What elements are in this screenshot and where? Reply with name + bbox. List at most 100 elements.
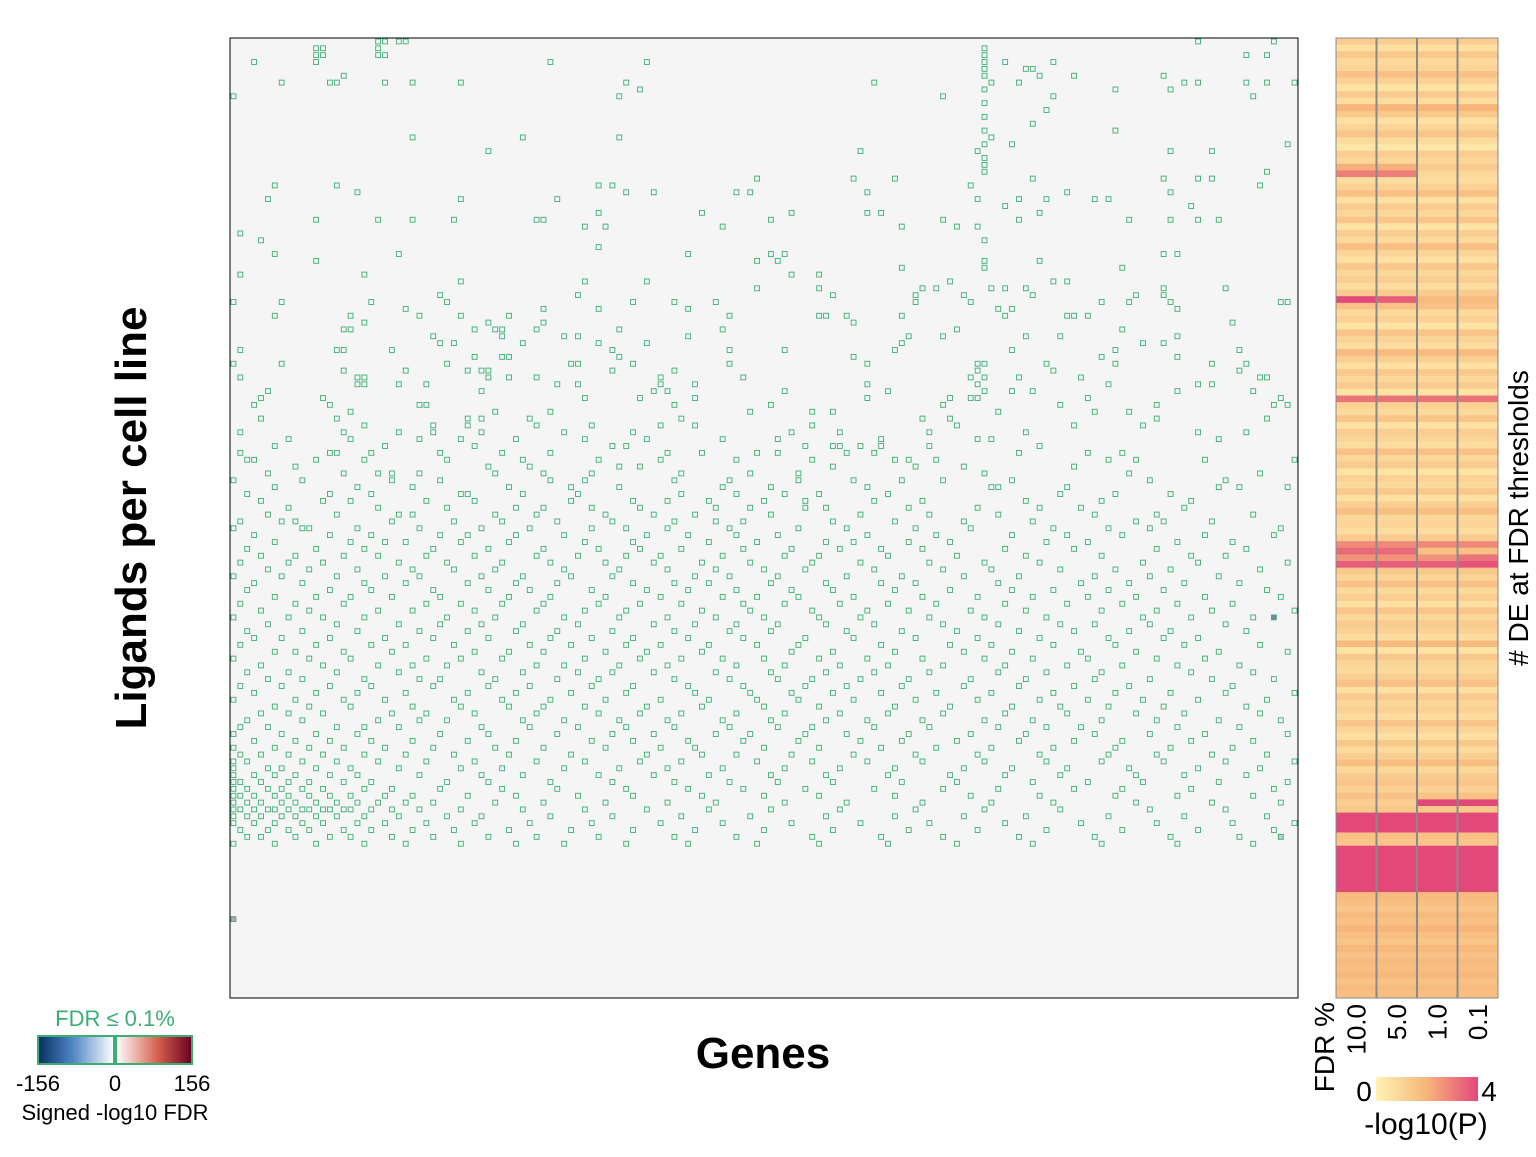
significant-cell xyxy=(1098,552,1105,559)
significant-cell xyxy=(609,182,616,189)
fdr-threshold-cell xyxy=(1417,508,1458,516)
significant-cell xyxy=(389,470,395,477)
significant-cell xyxy=(1029,65,1036,72)
significant-cell xyxy=(1098,607,1105,614)
significant-cell xyxy=(823,813,829,820)
significant-cell xyxy=(940,833,947,840)
significant-cell xyxy=(1174,333,1181,340)
significant-cell xyxy=(485,635,492,641)
fdr-threshold-cell xyxy=(1417,249,1458,257)
significant-cell xyxy=(1257,470,1264,477)
significant-cell xyxy=(237,449,244,456)
significant-cell xyxy=(1195,216,1201,223)
significant-cell xyxy=(271,539,278,545)
significant-cell xyxy=(699,792,705,799)
significant-cell xyxy=(1243,772,1250,779)
significant-cell xyxy=(382,79,388,86)
significant-cell xyxy=(1264,813,1270,820)
significant-cell xyxy=(947,278,953,285)
significant-cell xyxy=(416,470,423,477)
significant-cell xyxy=(1284,559,1291,566)
significant-cell xyxy=(974,827,981,833)
significant-cell xyxy=(761,655,767,662)
fdr-threshold-cell xyxy=(1376,210,1418,218)
fdr-threshold-cell xyxy=(1376,706,1418,714)
significant-cell xyxy=(1036,635,1043,641)
significant-cell xyxy=(816,285,823,292)
significant-cell xyxy=(402,641,409,648)
significant-cell xyxy=(1105,813,1112,820)
significant-cell xyxy=(733,833,740,840)
significant-cell xyxy=(960,463,967,470)
fdr-threshold-cell xyxy=(1376,633,1418,641)
fdr-threshold-cell xyxy=(1417,799,1458,807)
significant-cell xyxy=(1084,779,1091,785)
significant-cell xyxy=(306,607,313,614)
significant-cell xyxy=(409,134,416,141)
significant-cell xyxy=(333,621,340,628)
significant-cell xyxy=(409,827,416,833)
fdr-threshold-cell xyxy=(1376,157,1418,165)
significant-cell xyxy=(1160,587,1167,593)
fdr-threshold-cell xyxy=(1457,256,1499,264)
fdr-threshold-cell xyxy=(1376,256,1418,264)
significant-cell xyxy=(444,813,450,820)
significant-cell xyxy=(1188,669,1195,676)
significant-cell xyxy=(1167,299,1174,305)
fdr-threshold-cell xyxy=(1376,329,1418,337)
significant-cell xyxy=(506,539,512,545)
significant-cell xyxy=(554,580,561,587)
significant-cell xyxy=(333,758,340,765)
significant-cell xyxy=(237,600,244,607)
significant-cell xyxy=(816,271,823,278)
significant-cell xyxy=(678,545,685,552)
fdr-threshold-cell xyxy=(1417,541,1458,549)
significant-cell xyxy=(1022,285,1029,292)
significant-cell xyxy=(237,724,244,731)
significant-cell xyxy=(912,580,919,587)
fdr-threshold-cell xyxy=(1376,514,1418,522)
significant-cell xyxy=(265,765,271,772)
significant-cell xyxy=(878,833,885,840)
significant-cell xyxy=(843,312,850,319)
fdr-threshold-cell xyxy=(1417,872,1458,880)
fdr-threshold-cell xyxy=(1457,177,1499,185)
significant-cell xyxy=(768,251,774,257)
significant-cell xyxy=(306,792,313,799)
significant-cell xyxy=(933,689,940,696)
significant-cell xyxy=(1009,648,1015,655)
significant-cell xyxy=(271,806,278,813)
fdr-threshold-cell xyxy=(1417,316,1458,324)
fdr-threshold-cell xyxy=(1376,84,1418,92)
significant-cell xyxy=(1119,737,1126,744)
significant-cell xyxy=(712,299,719,305)
significant-cell xyxy=(1174,600,1181,607)
significant-cell xyxy=(320,751,326,758)
fdr-threshold-cell xyxy=(1376,243,1418,251)
significant-cell xyxy=(754,175,760,182)
significant-cell xyxy=(678,813,685,820)
significant-cell xyxy=(402,580,409,587)
fdr-threshold-cell xyxy=(1417,647,1458,655)
y-axis-title: Ligands per cell line xyxy=(107,306,156,729)
significant-cell xyxy=(568,484,574,491)
significant-cell xyxy=(547,408,554,415)
significant-cell xyxy=(1167,216,1174,223)
significant-cell xyxy=(1071,785,1077,792)
fdr-threshold-cell xyxy=(1336,104,1377,112)
significant-cell xyxy=(1195,175,1201,182)
significant-cell xyxy=(416,436,423,443)
significant-cell xyxy=(430,545,437,552)
significant-cell xyxy=(395,559,402,566)
fdr-threshold-cell xyxy=(1336,772,1377,781)
significant-cell xyxy=(685,737,692,744)
significant-cell xyxy=(540,545,547,552)
fdr-threshold-cell xyxy=(1457,97,1499,105)
significant-cell xyxy=(740,635,747,641)
fdr-threshold-cell xyxy=(1417,44,1458,52)
significant-cell xyxy=(1160,340,1167,347)
significant-cell xyxy=(595,209,602,216)
fdr-threshold-cell xyxy=(1457,561,1499,569)
fdr-threshold-cell xyxy=(1336,230,1377,238)
fdr-threshold-cell xyxy=(1417,342,1458,350)
